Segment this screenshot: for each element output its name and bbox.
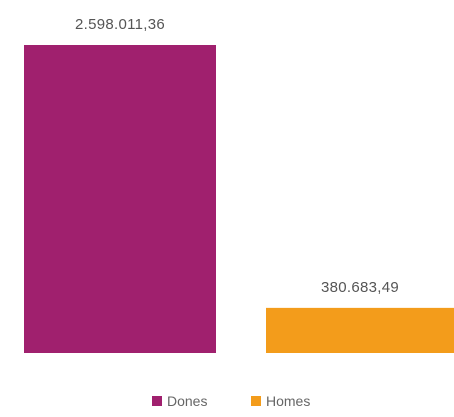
data-label-homes: 380.683,49 — [321, 279, 399, 296]
bar-dones — [24, 45, 216, 353]
legend-swatch-dones — [152, 396, 162, 406]
data-label-dones: 2.598.011,36 — [75, 16, 165, 33]
legend-label-dones: Dones — [167, 393, 207, 409]
bar-homes — [266, 307, 454, 353]
legend-swatch-homes — [251, 396, 261, 406]
legend-label-homes: Homes — [266, 393, 310, 409]
